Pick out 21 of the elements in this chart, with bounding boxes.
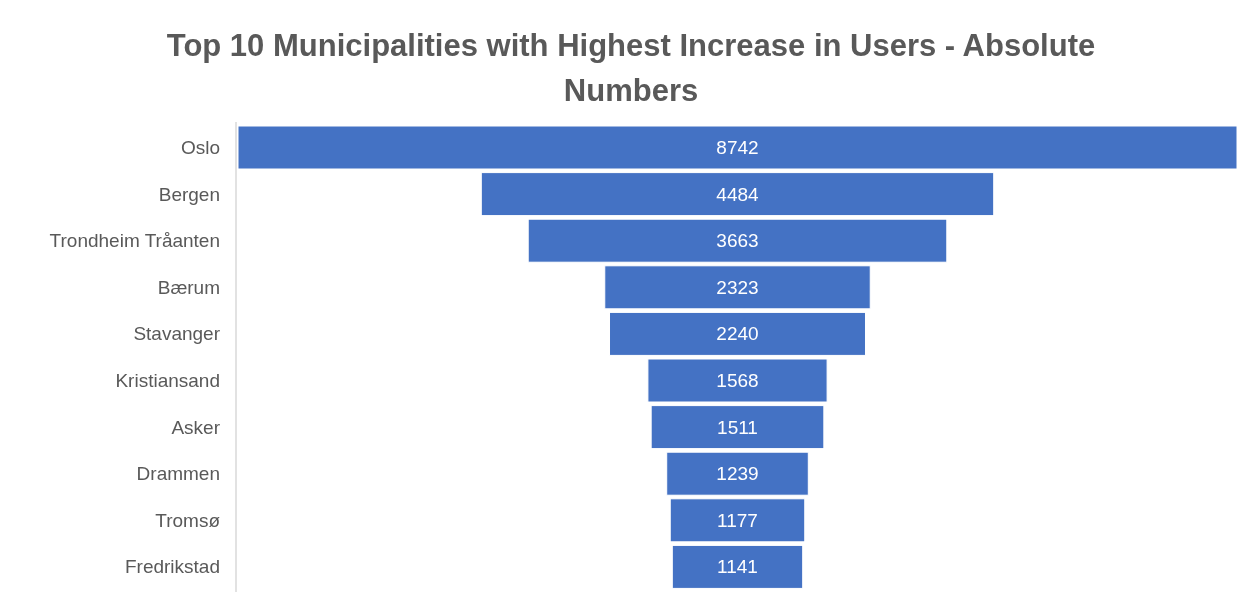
- data-label: 8742: [716, 137, 759, 158]
- category-label: Trondheim Tråanten: [49, 230, 220, 252]
- category-label: Drammen: [136, 463, 220, 485]
- data-label: 1511: [717, 416, 758, 438]
- category-label: Asker: [171, 416, 221, 438]
- category-label: Kristiansand: [115, 370, 220, 391]
- category-label: Tromsø: [155, 509, 221, 531]
- data-label: 1177: [717, 509, 758, 531]
- category-label: Oslo: [180, 137, 220, 158]
- category-label: Fredrikstad: [124, 556, 220, 578]
- data-label: 1239: [716, 463, 759, 485]
- category-label: Bærum: [157, 276, 220, 298]
- data-label: 4484: [716, 183, 760, 205]
- data-label: 2323: [716, 276, 759, 298]
- category-label: Stavanger: [133, 323, 221, 345]
- data-label: 3663: [716, 230, 759, 252]
- data-label: 2240: [716, 323, 759, 345]
- text: Top 10 Municipalities with Highest Increase in Users - Absolute Numbers: [166, 28, 1096, 108]
- data-label: 1141: [717, 556, 758, 578]
- data-label: 1568: [716, 370, 759, 391]
- category-label: Bergen: [158, 183, 220, 205]
